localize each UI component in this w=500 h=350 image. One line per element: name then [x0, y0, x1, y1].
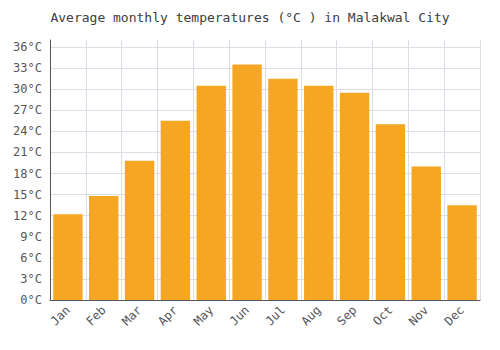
- svg-text:Mar: Mar: [119, 303, 144, 328]
- svg-text:Apr: Apr: [155, 303, 180, 328]
- svg-text:3°C: 3°C: [20, 272, 42, 286]
- svg-text:Aug: Aug: [298, 303, 323, 328]
- svg-text:Feb: Feb: [83, 303, 108, 328]
- svg-text:May: May: [191, 303, 216, 328]
- svg-text:15°C: 15°C: [13, 188, 42, 202]
- svg-text:21°C: 21°C: [13, 145, 42, 159]
- svg-text:30°C: 30°C: [13, 82, 42, 96]
- svg-text:Oct: Oct: [370, 303, 395, 328]
- svg-text:33°C: 33°C: [13, 61, 42, 75]
- svg-text:Sep: Sep: [334, 303, 359, 328]
- svg-text:0°C: 0°C: [20, 293, 42, 307]
- svg-text:27°C: 27°C: [13, 103, 42, 117]
- svg-text:24°C: 24°C: [13, 124, 42, 138]
- svg-text:Nov: Nov: [406, 303, 431, 328]
- svg-text:Jul: Jul: [263, 303, 288, 328]
- svg-text:12°C: 12°C: [13, 209, 42, 223]
- svg-text:18°C: 18°C: [13, 167, 42, 181]
- svg-text:36°C: 36°C: [13, 40, 42, 54]
- svg-text:9°C: 9°C: [20, 230, 42, 244]
- svg-text:Jan: Jan: [48, 303, 73, 328]
- svg-text:Jun: Jun: [227, 303, 252, 328]
- svg-text:6°C: 6°C: [20, 251, 42, 265]
- svg-text:Dec: Dec: [442, 303, 467, 328]
- svg-text:Average monthly temperatures (: Average monthly temperatures (°C ) in Ma…: [50, 10, 449, 25]
